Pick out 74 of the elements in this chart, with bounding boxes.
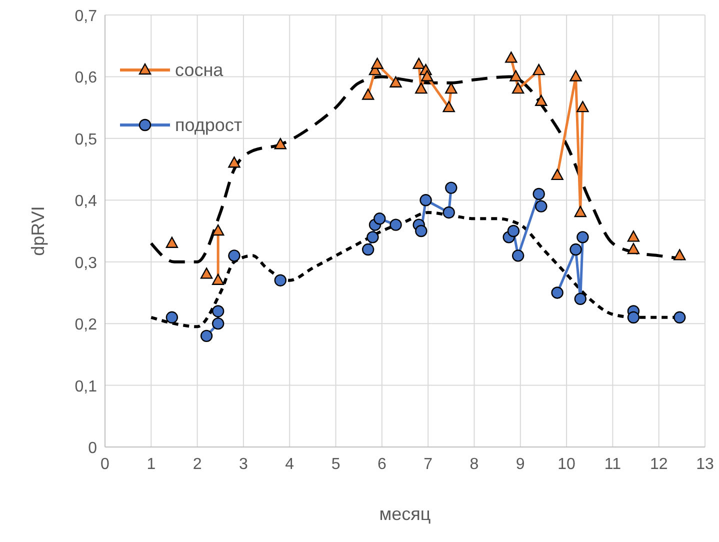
point — [274, 274, 286, 286]
point — [512, 82, 524, 94]
point — [166, 311, 178, 324]
point — [442, 100, 455, 112]
x-tick-label: 9 — [516, 456, 525, 473]
point — [421, 70, 434, 82]
y-tick-label: 0,3 — [74, 254, 98, 272]
point — [228, 250, 240, 262]
point — [362, 88, 374, 100]
x-tick-label: 7 — [424, 456, 433, 473]
point — [445, 182, 458, 194]
point — [371, 58, 384, 69]
point — [532, 188, 545, 200]
point — [570, 243, 582, 256]
point — [551, 286, 564, 299]
point — [390, 76, 402, 88]
point — [627, 242, 640, 254]
x-tick-label: 2 — [192, 456, 202, 473]
point — [535, 94, 548, 106]
point — [576, 231, 589, 244]
point — [200, 330, 213, 342]
point — [627, 230, 640, 242]
y-tick-label: 0 — [88, 440, 98, 457]
y-axis-title: dpRVI — [28, 206, 48, 256]
x-tick-label: 10 — [558, 456, 576, 473]
point — [420, 194, 432, 206]
legend-label: сосна — [175, 60, 224, 80]
point — [674, 249, 686, 260]
point — [512, 250, 524, 262]
point — [532, 64, 545, 76]
point — [442, 206, 455, 219]
y-tick-label: 0,1 — [74, 378, 98, 396]
point — [390, 218, 402, 231]
point — [574, 206, 586, 218]
point — [627, 311, 640, 324]
x-tick-label: 1 — [146, 456, 156, 473]
point — [570, 70, 582, 82]
y-tick-label: 0,4 — [74, 193, 98, 210]
point — [510, 70, 522, 82]
y-tick-label: 0,2 — [74, 316, 98, 334]
point — [412, 58, 425, 69]
y-tick-label: 0,6 — [74, 70, 98, 87]
point — [535, 200, 548, 212]
x-axis-title: месяц — [379, 504, 431, 524]
x-tick-label: 6 — [377, 456, 386, 473]
point — [212, 305, 224, 318]
point — [415, 224, 428, 238]
point — [505, 52, 518, 63]
point — [362, 243, 374, 256]
point — [374, 212, 386, 225]
x-tick-label: 8 — [470, 456, 479, 473]
x-tick-label: 4 — [285, 456, 294, 473]
point — [212, 317, 224, 330]
point — [507, 224, 520, 238]
y-tick-label: 0,5 — [74, 131, 98, 148]
point — [415, 82, 428, 94]
y-tick-label: 0,7 — [74, 8, 98, 25]
point — [674, 311, 686, 324]
x-tick-label: 3 — [239, 456, 248, 473]
point — [200, 268, 213, 279]
point — [551, 168, 564, 180]
point — [366, 231, 379, 244]
x-tick-label: 11 — [604, 456, 622, 473]
legend-label: подрост — [175, 115, 242, 135]
point — [574, 292, 586, 305]
point — [212, 274, 224, 285]
point — [228, 156, 240, 168]
point — [166, 236, 178, 248]
x-tick-label: 5 — [331, 456, 340, 473]
x-tick-label: 0 — [100, 456, 110, 473]
x-tick-label: 12 — [650, 456, 668, 473]
point — [274, 138, 286, 150]
x-tick-label: 13 — [696, 456, 714, 473]
point — [576, 100, 589, 112]
